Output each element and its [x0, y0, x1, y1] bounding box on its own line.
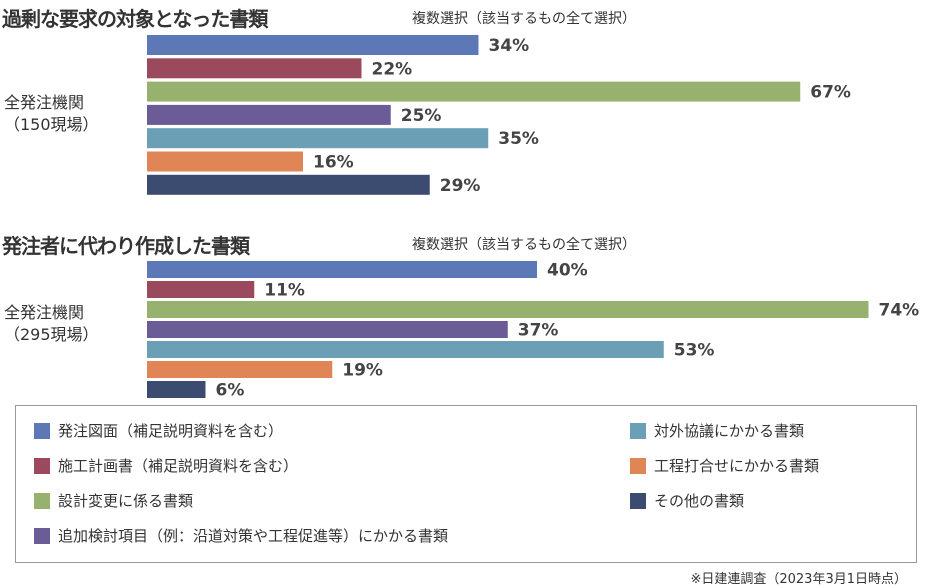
legend-item: 工程打合せにかかる書類 — [630, 455, 819, 476]
legend-label: 追加検討項目（例：沿道対策や工程促進等）にかかる書類 — [58, 527, 449, 545]
bar-1-6 — [147, 151, 303, 172]
bar-2-1 — [147, 261, 537, 278]
chart1-group-label: 全発注機関 （150現場） — [4, 92, 99, 136]
data-label: 11% — [264, 281, 305, 301]
data-label: 16% — [313, 153, 354, 173]
legend-swatch — [34, 492, 50, 509]
group-label-line: （150現場） — [4, 115, 99, 134]
data-label: 6% — [216, 381, 245, 401]
data-label: 67% — [810, 83, 851, 103]
bar-1-4 — [147, 104, 391, 125]
bar-2-2 — [147, 281, 255, 298]
data-label: 22% — [372, 59, 413, 79]
legend-item: 追加検討項目（例：沿道対策や工程促進等）にかかる書類 — [34, 525, 448, 546]
bar-2-4 — [147, 321, 508, 338]
legend-item: 発注図面（補足説明資料を含む） — [34, 420, 283, 441]
bar-2-5 — [147, 341, 664, 358]
legend-swatch — [630, 492, 646, 509]
chart1-subtitle: 複数選択（該当するもの全て選択） — [412, 11, 636, 27]
data-label: 40% — [547, 261, 588, 281]
data-label: 34% — [489, 36, 530, 56]
legend-item: 施工計画書（補足説明資料を含む） — [34, 455, 298, 476]
legend-swatch — [630, 422, 646, 439]
legend-label: 対外協議にかかる書類 — [654, 422, 805, 440]
legend-swatch — [34, 422, 50, 439]
legend-swatch — [34, 457, 50, 474]
data-label: 19% — [342, 361, 383, 381]
legend-item: 設計変更に係る書類 — [34, 490, 193, 511]
legend-swatch — [630, 457, 646, 474]
bar-chart: 34% 22% 67% 25% 35% 16% 29% 40% 11% 74% 37% 53% 19% 6… — [147, 35, 920, 401]
group-label-line: 全発注機関 — [4, 93, 85, 112]
data-label: 37% — [518, 321, 559, 341]
bar-1-5 — [147, 128, 489, 149]
chart2-title: 発注者に代わり作成した書類 — [2, 234, 250, 258]
chart1-title: 過剰な要求の対象となった書類 — [2, 7, 268, 31]
legend-label: 設計変更に係る書類 — [58, 492, 194, 510]
bar-1-2 — [147, 58, 362, 79]
legend-label: 工程打合せにかかる書類 — [654, 457, 820, 475]
chart2-subtitle: 複数選択（該当するもの全て選択） — [412, 237, 636, 253]
data-label: 25% — [401, 106, 442, 126]
footnote: ※日建連調査（2023年3月1日時点） — [690, 572, 907, 587]
legend-item: その他の書類 — [630, 490, 744, 511]
bar-1-1 — [147, 35, 479, 55]
legend-label: その他の書類 — [654, 492, 745, 510]
legend-item: 対外協議にかかる書類 — [630, 420, 804, 441]
legend: 発注図面（補足説明資料を含む） 施工計画書（補足説明資料を含む） 設計変更に係る… — [15, 405, 917, 563]
chart2-group-label: 全発注機関 （295現場） — [4, 302, 99, 346]
legend-label: 発注図面（補足説明資料を含む） — [58, 422, 284, 440]
bar-1-7 — [147, 174, 430, 195]
group-label-line: 全発注機関 — [4, 303, 85, 322]
group-label-line: （295現場） — [4, 325, 99, 344]
data-label: 29% — [440, 176, 481, 196]
legend-label: 施工計画書（補足説明資料を含む） — [58, 457, 299, 475]
data-label: 53% — [674, 341, 715, 361]
bar-2-3 — [147, 301, 869, 318]
legend-swatch — [34, 527, 50, 544]
bar-2-6 — [147, 361, 333, 378]
data-label: 74% — [879, 301, 920, 321]
bar-1-3 — [147, 81, 801, 102]
bar-2-7 — [147, 381, 206, 398]
data-label: 35% — [498, 129, 539, 149]
